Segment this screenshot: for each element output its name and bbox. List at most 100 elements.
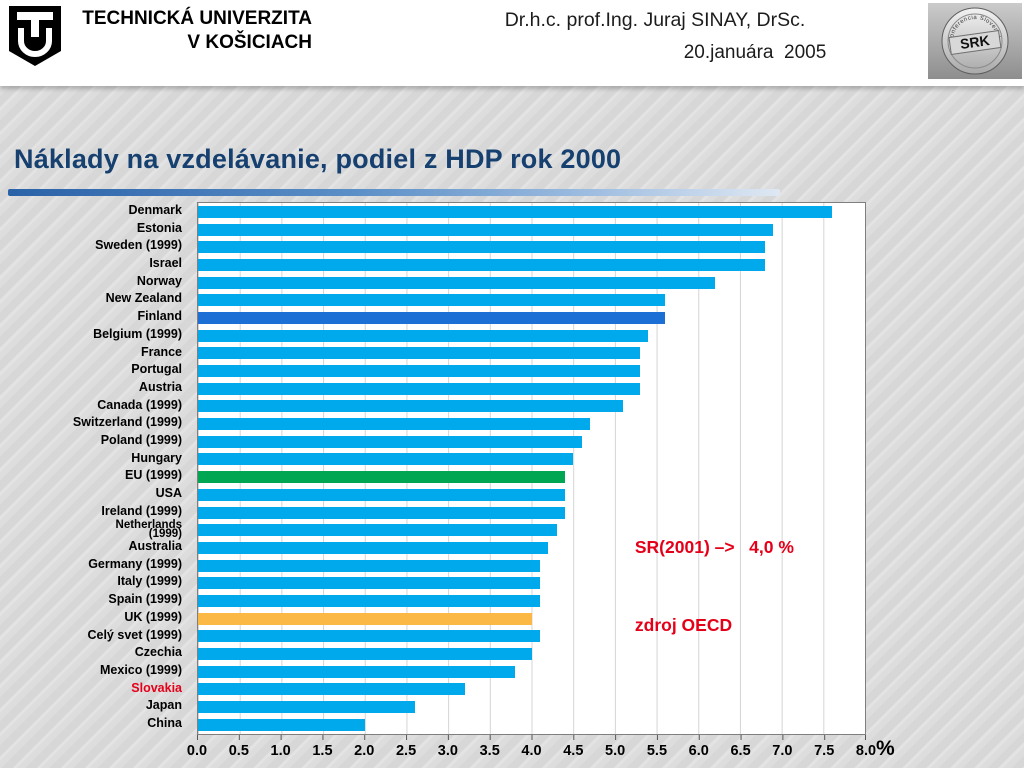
category-label-canada-1999: Canada (1999)	[97, 397, 182, 412]
bar-germany-1999	[198, 559, 540, 572]
x-tick-label: 5.5	[646, 743, 668, 759]
bar-uk-1999	[198, 612, 532, 625]
category-label-cel-svet-1999: Celý svet (1999)	[87, 627, 182, 642]
category-label-japan: Japan	[145, 698, 182, 713]
category-labels: Denmark Estonia Sweden (1999) Israel Norway N…	[8, 202, 192, 735]
university-name-line2: V KOŠICIACH	[187, 32, 312, 53]
annotation-sr-value: SR(2001) –> 4,0 %	[634, 536, 794, 557]
bar-israel	[198, 258, 765, 271]
chart-row	[198, 716, 865, 734]
bar-canada-1999	[198, 400, 624, 413]
chart-row	[198, 663, 865, 681]
category-label-hungary: Hungary	[131, 450, 182, 465]
presentation-date: 20.januára 2005	[683, 42, 827, 63]
chart-row	[198, 221, 865, 239]
annotation-source: zdroj OECD	[634, 614, 733, 635]
chart-row	[198, 291, 865, 309]
chart-row	[198, 380, 865, 398]
category-label-switzerland-1999: Switzerland (1999)	[72, 415, 182, 430]
x-tick-label: 5.0	[605, 743, 626, 759]
bar-slovakia	[198, 683, 465, 696]
x-tick-label: 6.0	[688, 743, 709, 759]
bar-finland	[198, 311, 665, 324]
x-tick-label: 0.0	[186, 743, 208, 759]
bar-switzerland-1999	[198, 418, 590, 431]
x-tick-label: 1.5	[312, 743, 333, 759]
chart-row	[198, 592, 865, 610]
x-tick-label: 3.5	[479, 743, 500, 759]
bar-china	[198, 718, 365, 731]
chart-row	[198, 327, 865, 345]
category-label-germany-1999: Germany (1999)	[88, 556, 182, 571]
category-label-spain-1999: Spain (1999)	[108, 592, 182, 607]
chart-row	[198, 398, 865, 416]
slide-title: Náklady na vzdelávanie, podiel z HDP rok…	[14, 144, 622, 174]
srk-seal: konferencia Slovenska SRK	[928, 3, 1022, 79]
chart-row	[198, 309, 865, 327]
bar-czechia	[198, 648, 532, 661]
axis-unit-label: %	[876, 737, 895, 760]
category-label-portugal: Portugal	[131, 362, 182, 377]
x-tick-label: 7.5	[814, 743, 835, 759]
category-label-denmark: Denmark	[128, 203, 183, 217]
chart-row	[198, 628, 865, 646]
category-label-austria: Austria	[138, 379, 182, 394]
x-axis: % 0.0 0.5 1.0 1.5 2.0 2.5 3.0 3.5 4.0 4.5 5.0 5.5 6.…	[187, 737, 895, 764]
speaker-name: Dr.h.c. prof.Ing. Juraj SINAY, DrSc.	[504, 9, 806, 31]
x-tick-label: 2.5	[395, 743, 417, 759]
category-label-czechia: Czechia	[134, 645, 182, 660]
axis-ticks	[197, 735, 866, 740]
bar-cel-svet-1999	[198, 630, 540, 643]
category-label-usa: USA	[155, 486, 182, 500]
category-label-poland-1999: Poland (1999)	[100, 432, 182, 447]
chart-row	[198, 203, 865, 221]
bar-japan	[198, 701, 415, 714]
bar-eu-1999	[198, 471, 565, 484]
category-label-australia: Australia	[128, 539, 183, 554]
chart-row	[198, 362, 865, 380]
category-label-italy-1999: Italy (1999)	[117, 574, 182, 589]
x-tick-label: 4.0	[521, 743, 542, 759]
bar-hungary	[198, 453, 574, 466]
bar-usa	[198, 488, 565, 501]
chart-row	[198, 574, 865, 592]
chart-row	[198, 238, 865, 256]
seal-label: SRK	[959, 32, 991, 52]
bar-ireland-1999	[198, 506, 565, 519]
chart-row	[198, 451, 865, 469]
category-label-france: France	[141, 344, 182, 359]
university-name: TECHNICKÁ UNIVERZITA V KOŠICIACH	[66, 7, 312, 55]
bar-portugal	[198, 365, 640, 378]
bar-spain-1999	[198, 594, 540, 607]
chart-row	[198, 539, 865, 557]
chart-row	[198, 521, 865, 539]
category-label-uk-1999: UK (1999)	[124, 609, 182, 624]
chart-row	[198, 345, 865, 363]
category-label-new-zealand: New Zealand	[105, 291, 182, 306]
bar-belgium-1999	[198, 329, 649, 342]
bar-chart: Denmark Estonia Sweden (1999) Israel Norway N…	[8, 202, 895, 764]
chart-row	[198, 486, 865, 504]
chart-row	[198, 256, 865, 274]
x-tick-label: 7.0	[772, 743, 793, 759]
bar-netherlands-1999	[198, 524, 557, 537]
category-label-netherlands-1999: Netherlands (1999)	[115, 519, 182, 540]
category-label-norway: Norway	[136, 273, 182, 288]
chart-row	[198, 415, 865, 433]
chart-row	[198, 610, 865, 628]
chart-row	[198, 274, 865, 292]
x-tick-label: 8.0	[855, 743, 877, 759]
x-tick-label: 3.0	[437, 743, 458, 759]
chart-row	[198, 504, 865, 522]
bar-austria	[198, 382, 640, 395]
x-tick-label: 4.5	[563, 743, 584, 759]
chart-row	[198, 557, 865, 575]
university-name-line1: TECHNICKÁ UNIVERZITA	[82, 8, 312, 29]
bar-estonia	[198, 223, 774, 236]
university-logo-icon	[9, 6, 61, 66]
chart-row	[198, 433, 865, 451]
bar-norway	[198, 276, 715, 289]
bar-denmark	[198, 205, 832, 218]
bar-mexico-1999	[198, 665, 515, 678]
